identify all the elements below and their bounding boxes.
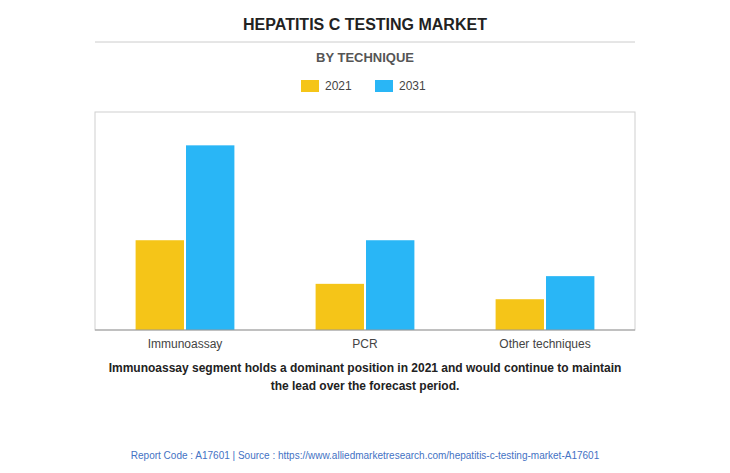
bar <box>316 284 364 330</box>
title: HEPATITIS C TESTING MARKET <box>243 16 487 33</box>
x-tick-label: Other techniques <box>499 337 590 351</box>
plot-frame <box>95 112 635 330</box>
legend-swatch <box>375 80 393 92</box>
x-tick-label: PCR <box>352 337 378 351</box>
legend-label: 2031 <box>399 79 426 93</box>
title-rule <box>95 42 635 43</box>
bars <box>136 145 595 330</box>
x-tick-label: Immunoassay <box>148 337 223 351</box>
legend-swatch <box>301 80 319 92</box>
background <box>0 0 730 473</box>
chart-container: HEPATITIS C TESTING MARKET BY TECHNIQUE Im… <box>0 0 730 473</box>
bar <box>546 276 594 330</box>
chart: HEPATITIS C TESTING MARKET BY TECHNIQUE Im… <box>0 0 730 473</box>
bar <box>496 299 544 330</box>
annotation-line: the lead over the forecast period. <box>271 379 460 393</box>
baseline <box>95 330 635 331</box>
annotation: Immunoassay segment holds a dominant pos… <box>109 361 622 393</box>
legend-label: 2021 <box>325 79 352 93</box>
bar <box>136 240 184 330</box>
subtitle: BY TECHNIQUE <box>316 50 414 65</box>
footer: Report Code : A17601 | Source : https://… <box>131 450 600 461</box>
bar <box>186 145 234 330</box>
bar <box>366 240 414 330</box>
legend: 2021 2031 <box>301 79 426 93</box>
annotation-line: Immunoassay segment holds a dominant pos… <box>109 361 622 375</box>
